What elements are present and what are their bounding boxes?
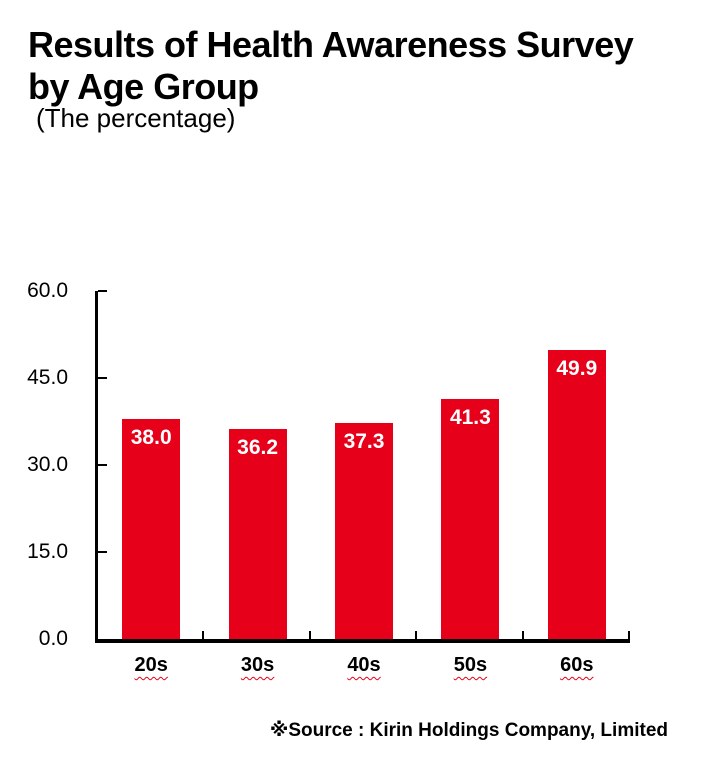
x-axis-tick xyxy=(202,631,204,639)
bar-value-label: 41.3 xyxy=(449,406,491,429)
y-axis-tick xyxy=(98,290,107,292)
bar-value-label: 37.3 xyxy=(343,430,385,453)
chart-title-line-2: by Age Group xyxy=(28,66,259,107)
chart-title: Results of Health Awareness Survey by Ag… xyxy=(28,24,634,108)
y-axis-tick xyxy=(98,464,107,466)
bar-value-label: 36.2 xyxy=(237,436,279,459)
x-axis-tick xyxy=(522,631,524,639)
x-axis-tick xyxy=(415,631,417,639)
y-axis-labels: 0.0 15.0 30.0 45.0 60.0 xyxy=(0,279,68,650)
y-axis-tick xyxy=(98,551,107,553)
y-axis-tick-label: 0.0 xyxy=(38,627,68,650)
y-axis-tick-label: 45.0 xyxy=(27,366,68,389)
plot-area: 38.0 36.2 37.3 41.3 49.9 xyxy=(95,290,630,643)
chart-title-line-1: Results of Health Awareness Survey xyxy=(28,24,634,65)
y-axis-tick xyxy=(98,377,107,379)
bar-value-label: 38.0 xyxy=(130,426,172,449)
chart-subtitle: (The percentage) xyxy=(36,103,236,133)
category-label-60s: 60s xyxy=(560,654,594,676)
category-label-30s: 30s xyxy=(240,654,275,676)
x-axis-labels: 20s 30s 40s 50s 60s xyxy=(98,654,630,688)
bar-20s: 38.0 xyxy=(122,419,181,639)
x-axis-tick xyxy=(309,631,311,639)
bar-60s: 49.9 xyxy=(547,350,606,639)
category-label-50s: 50s xyxy=(453,654,488,676)
x-axis-tick xyxy=(628,631,630,639)
bar-40s: 37.3 xyxy=(335,423,393,639)
y-axis-tick-label: 30.0 xyxy=(27,453,68,476)
category-label-40s: 40s xyxy=(347,654,381,676)
source-note: ※Source : Kirin Holdings Company, Limite… xyxy=(269,720,668,741)
bar-50s: 41.3 xyxy=(441,399,500,639)
y-axis-tick-label: 15.0 xyxy=(27,540,68,563)
category-label-20s: 20s xyxy=(134,654,168,676)
y-axis-tick-label: 60.0 xyxy=(27,279,68,302)
bar-30s: 36.2 xyxy=(228,429,287,639)
bar-value-label: 49.9 xyxy=(556,357,598,380)
